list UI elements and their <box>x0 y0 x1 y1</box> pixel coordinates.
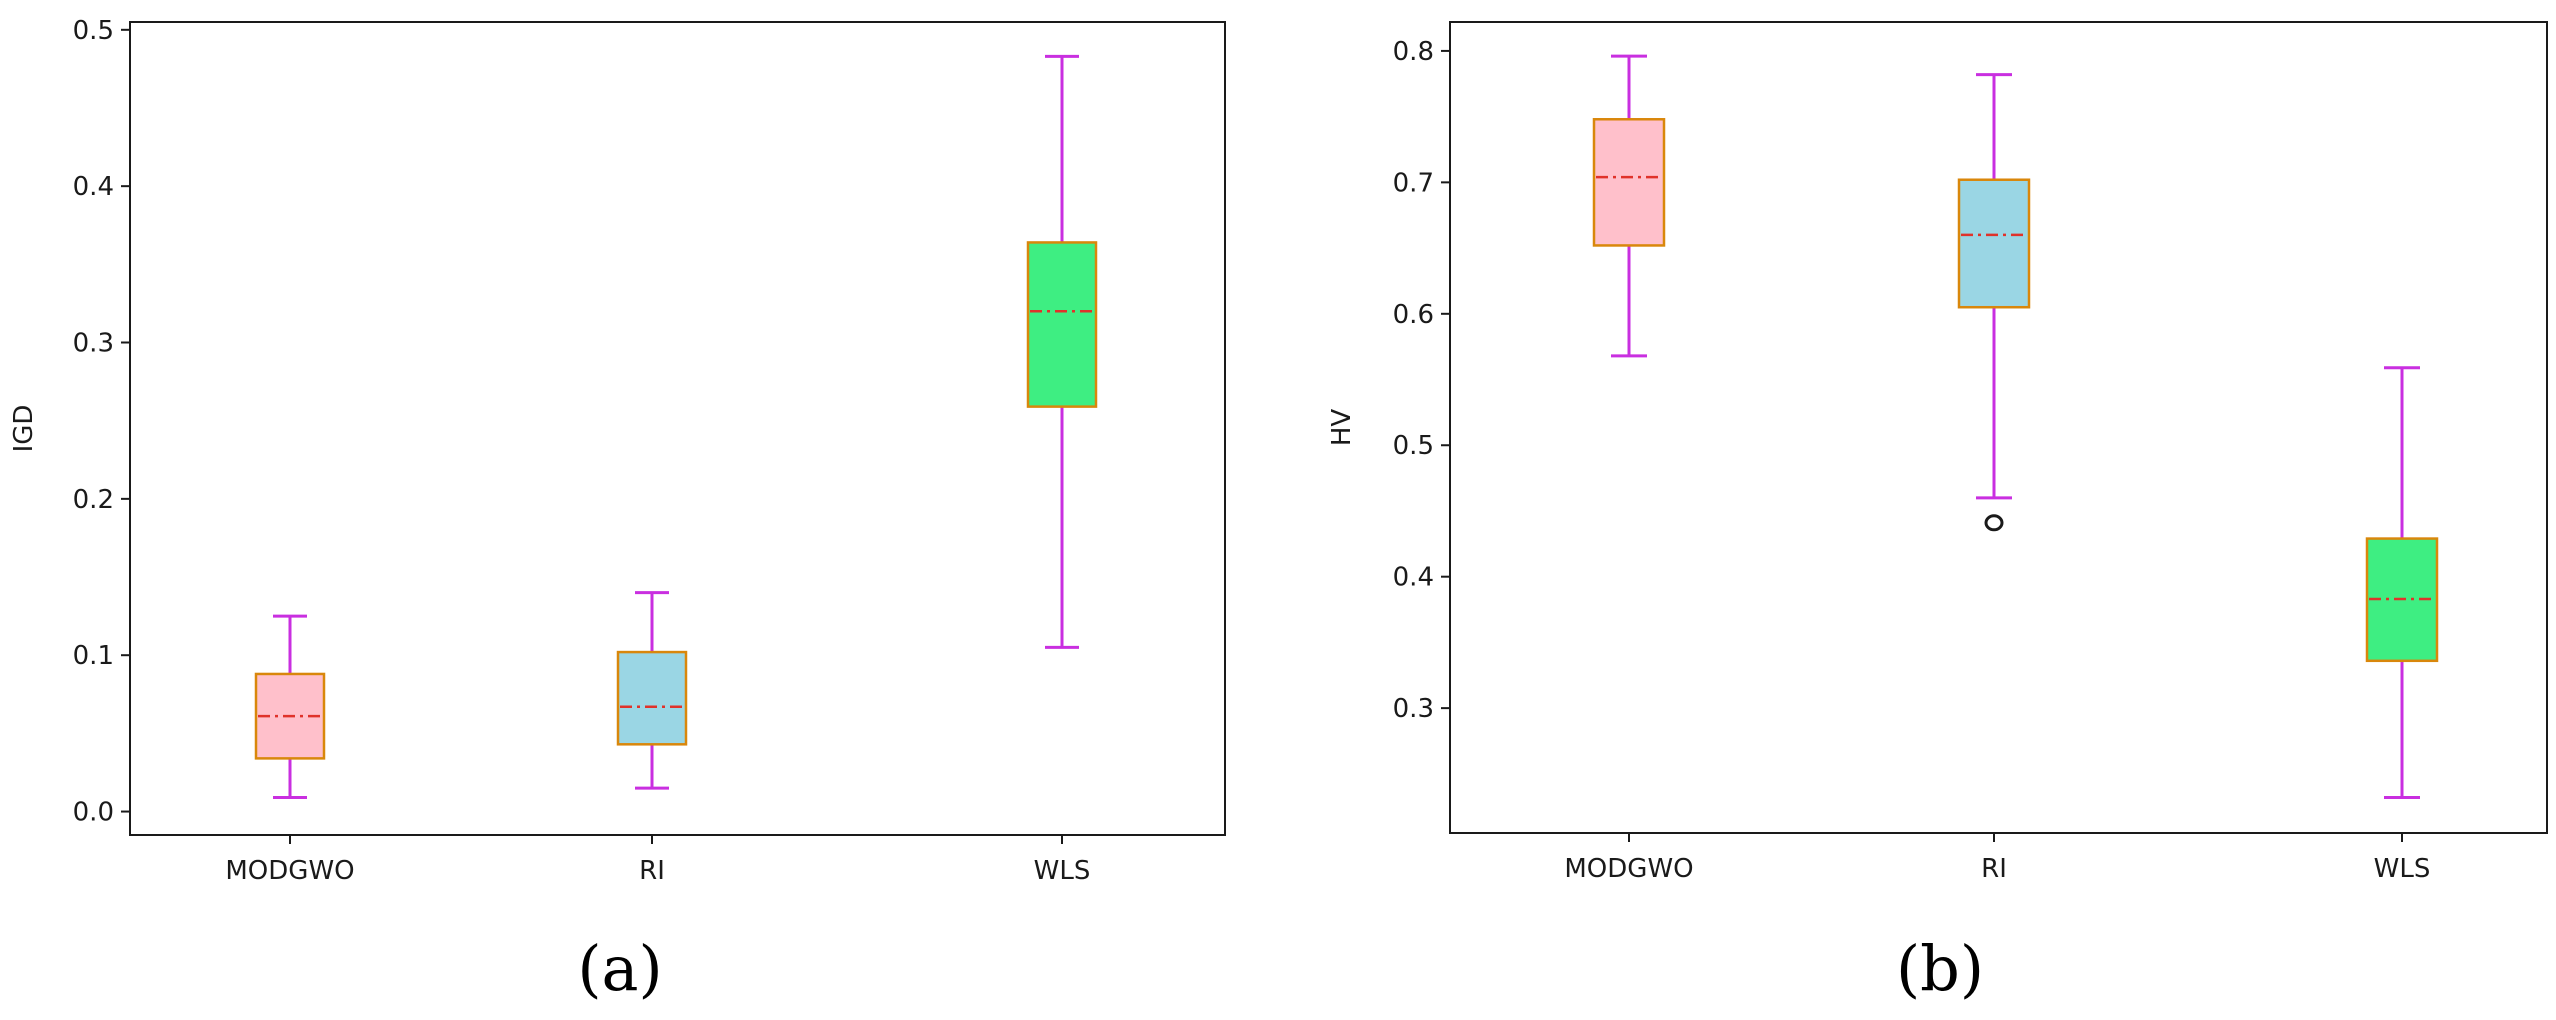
x-tick-label: WLS <box>2374 854 2431 884</box>
y-tick-label: 0.5 <box>73 16 114 46</box>
y-axis-label: HV <box>1327 409 1357 447</box>
panel-b-hv-boxplot: 0.3 0.4 0.5 0.6 0.7 0.8 MODGWO RI WLS HV (b) <box>1327 21 2548 1005</box>
iqr-box <box>616 650 688 746</box>
y-tick-label: 0.5 <box>1393 431 1434 461</box>
axes-frame <box>1449 21 2548 834</box>
iqr-box <box>1026 241 1098 408</box>
iqr-box <box>1957 178 2031 309</box>
y-tick-label: 0.7 <box>1393 168 1434 198</box>
box-modgwo <box>254 614 326 799</box>
y-tick-label: 0.1 <box>73 641 114 671</box>
x-tick-label: MODGWO <box>1564 854 1693 884</box>
box-ri <box>616 591 688 790</box>
axes-frame <box>129 21 1226 836</box>
box-wls <box>1026 54 1098 649</box>
outlier-point <box>1984 514 2004 532</box>
y-axis-label: IGD <box>9 405 39 453</box>
x-tick-label: WLS <box>1034 856 1091 886</box>
y-tick-label: 0.3 <box>1393 694 1434 724</box>
panel-label: (a) <box>577 932 662 1005</box>
y-tick-label: 0.4 <box>1393 563 1434 593</box>
iqr-box <box>1592 118 1666 247</box>
y-tick-label: 0.3 <box>73 329 114 359</box>
box-ri <box>1957 73 2031 532</box>
x-tick-label: RI <box>1981 854 2007 884</box>
box-modgwo <box>1592 54 1666 358</box>
y-tick-label: 0.2 <box>73 485 114 515</box>
panel-label: (b) <box>1896 932 1984 1005</box>
y-tick-label: 0.8 <box>1393 37 1434 67</box>
y-tick-label: 0.6 <box>1393 300 1434 330</box>
y-tick-label: 0.4 <box>73 172 114 202</box>
x-tick-label: MODGWO <box>225 856 354 886</box>
panel-a-igd-boxplot: 0.0 0.1 0.2 0.3 0.4 0.5 MODGWO RI WLS IGD (a) <box>9 16 1226 1005</box>
x-tick-label: RI <box>639 856 665 886</box>
y-tick-label: 0.0 <box>73 798 114 828</box>
box-wls <box>2365 366 2439 800</box>
